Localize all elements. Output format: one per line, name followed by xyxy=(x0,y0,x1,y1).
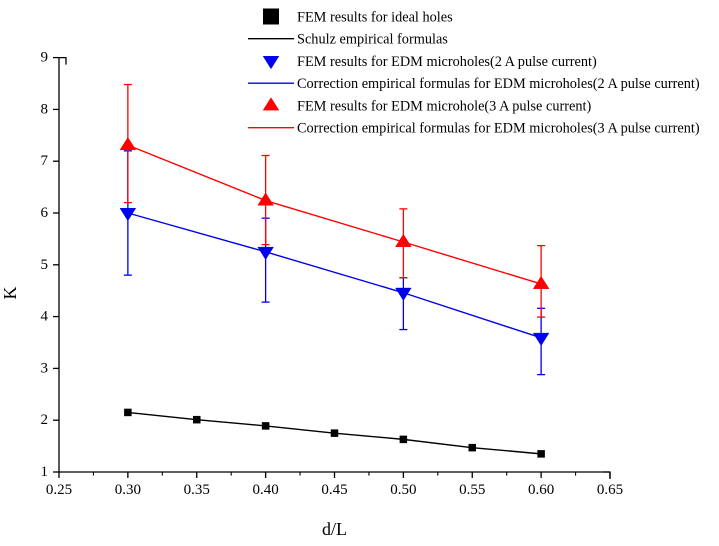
svg-text:d/L: d/L xyxy=(322,519,347,539)
svg-text:7: 7 xyxy=(41,153,49,169)
svg-text:0.45: 0.45 xyxy=(321,482,347,498)
svg-text:4: 4 xyxy=(41,309,49,325)
svg-text:6: 6 xyxy=(41,205,49,221)
svg-text:1: 1 xyxy=(41,464,49,480)
svg-text:0.65: 0.65 xyxy=(597,482,623,498)
svg-text:8: 8 xyxy=(41,101,49,117)
svg-text:Correction empirical formulas: Correction empirical formulas for EDM mi… xyxy=(297,121,700,137)
svg-text:0.55: 0.55 xyxy=(459,482,485,498)
svg-text:FEM results for ideal holes: FEM results for ideal holes xyxy=(297,10,453,26)
svg-text:0.35: 0.35 xyxy=(184,482,210,498)
svg-text:5: 5 xyxy=(41,257,49,273)
svg-text:Schulz empirical formulas: Schulz empirical formulas xyxy=(297,32,448,48)
svg-text:0.40: 0.40 xyxy=(252,482,278,498)
svg-text:3: 3 xyxy=(41,360,49,376)
svg-text:FEM results for EDM microhole(: FEM results for EDM microhole(3 A pulse … xyxy=(297,98,591,114)
svg-text:2: 2 xyxy=(41,412,49,428)
svg-text:0.60: 0.60 xyxy=(528,482,554,498)
svg-text:FEM results for EDM microholes: FEM results for EDM microholes(2 A pulse… xyxy=(297,54,597,70)
svg-text:K: K xyxy=(0,287,20,300)
svg-text:0.50: 0.50 xyxy=(390,482,416,498)
svg-text:Correction empirical formulas: Correction empirical formulas for EDM mi… xyxy=(297,76,700,92)
svg-text:9: 9 xyxy=(41,50,49,66)
svg-text:0.25: 0.25 xyxy=(46,482,72,498)
svg-text:0.30: 0.30 xyxy=(115,482,141,498)
